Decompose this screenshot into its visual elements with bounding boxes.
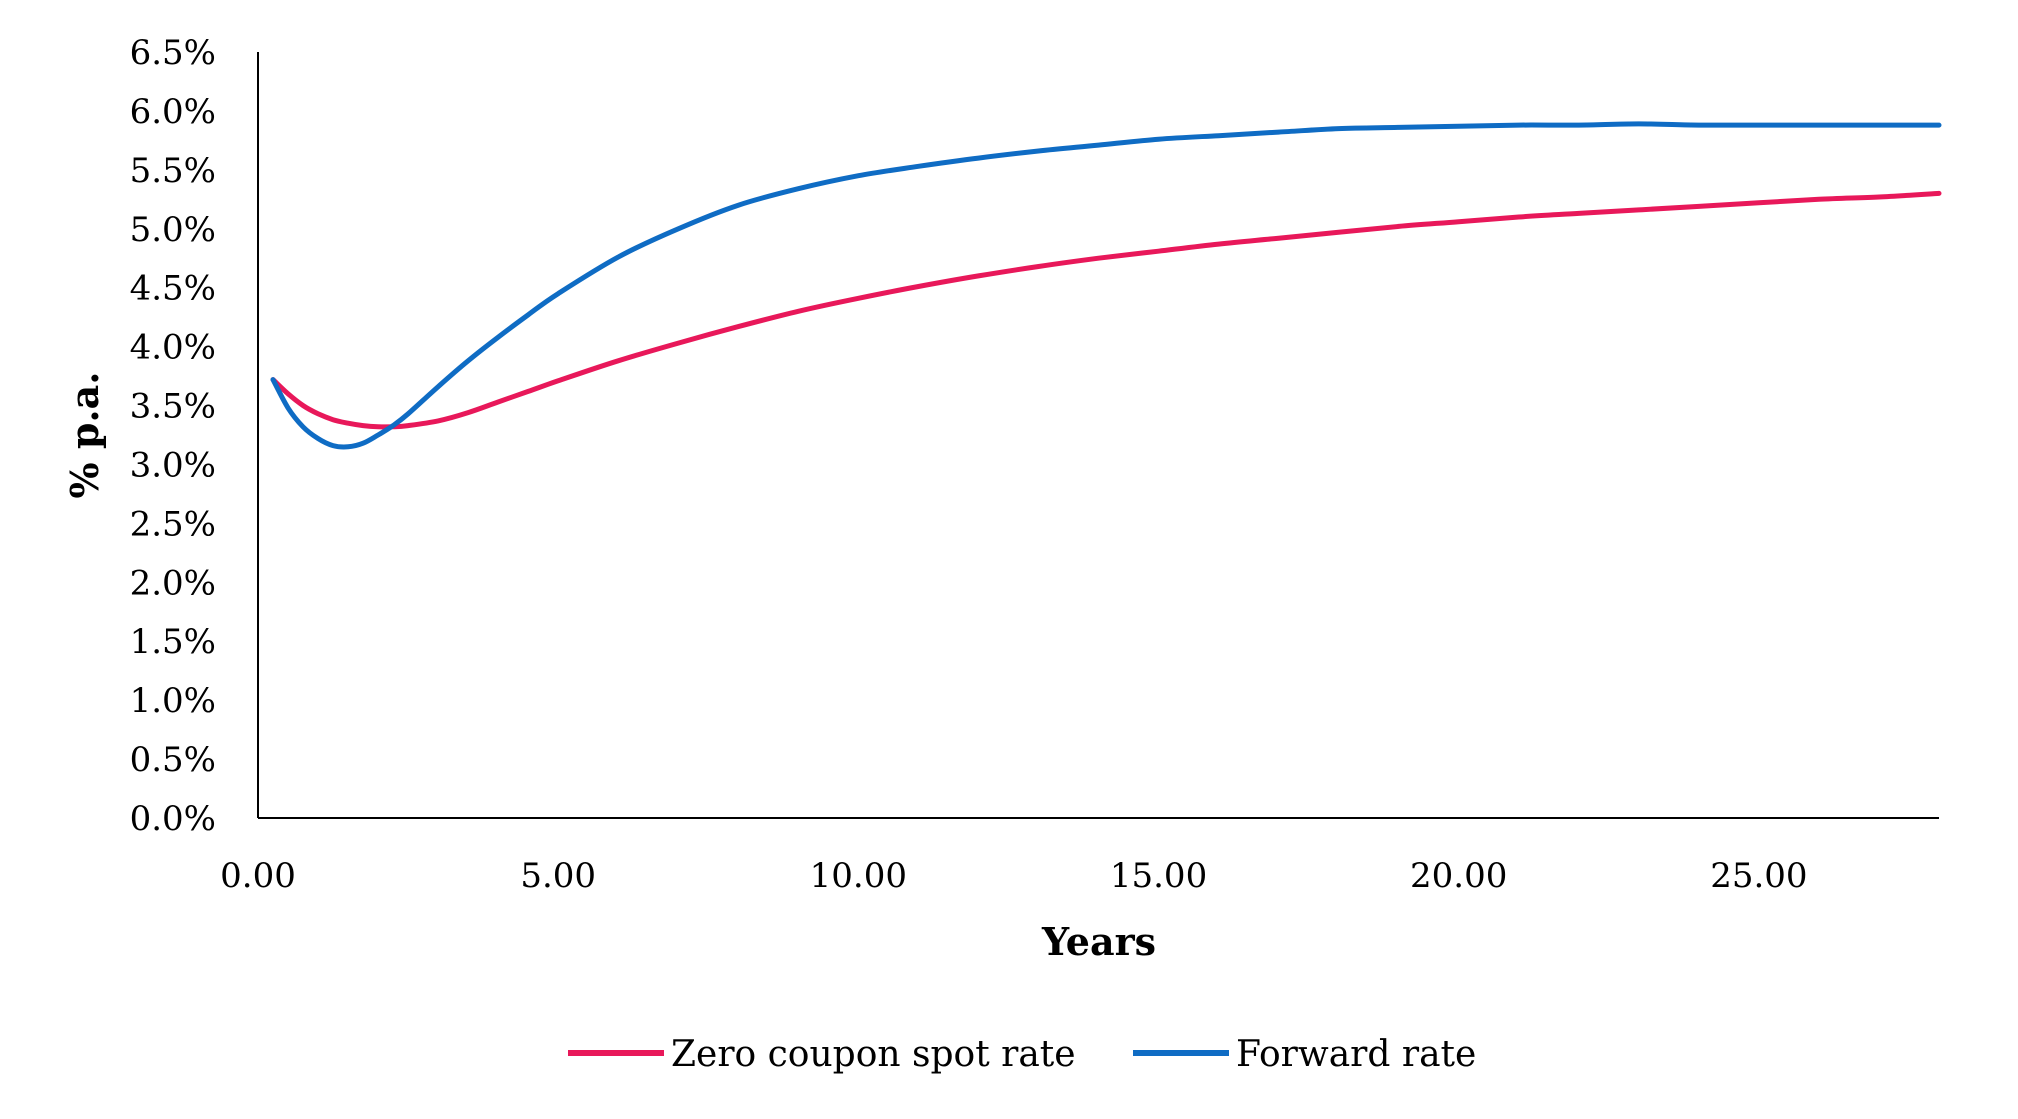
legend-label-forward-rate: Forward rate: [1236, 1034, 1476, 1075]
y-axis-tick-labels: 0.0% 0.5% 1.0% 1.5% 2.0% 2.5% 3.0% 3.5% 4.0% 4.5%…: [130, 33, 216, 839]
y-tick-label: 6.0%: [130, 92, 216, 132]
y-tick-label: 6.5%: [130, 33, 216, 73]
x-axis-title: Years: [1041, 919, 1156, 964]
y-tick-label: 2.5%: [130, 504, 216, 544]
x-tick-label: 5.00: [520, 856, 596, 896]
y-tick-label: 5.5%: [130, 151, 216, 191]
y-tick-label: 2.0%: [130, 563, 216, 603]
y-tick-label: 1.0%: [130, 681, 216, 721]
x-tick-label: 20.00: [1410, 856, 1507, 896]
x-tick-label: 15.00: [1110, 856, 1207, 896]
y-tick-label: 0.5%: [130, 740, 216, 780]
series-lines: [270, 121, 1942, 450]
legend-label-zero-coupon-spot-rate: Zero coupon spot rate: [671, 1034, 1076, 1075]
chart-legend: Zero coupon spot rate Forward rate: [568, 1034, 1476, 1075]
x-tick-label: 0.00: [220, 856, 296, 896]
y-tick-label: 1.5%: [130, 622, 216, 662]
y-tick-label: 3.0%: [130, 445, 216, 485]
x-tick-label: 25.00: [1710, 856, 1807, 896]
x-axis-tick-labels: 0.00 5.00 10.00 15.00 20.00 25.00: [220, 856, 1807, 896]
y-axis-title: % p.a.: [62, 372, 107, 499]
series-line-zero-coupon-spot-rate: [270, 190, 1942, 430]
y-tick-label: 4.0%: [130, 328, 216, 368]
y-tick-label: 5.0%: [130, 210, 216, 250]
y-tick-label: 0.0%: [130, 799, 216, 839]
y-tick-label: 4.5%: [130, 269, 216, 309]
y-tick-label: 3.5%: [130, 387, 216, 427]
series-line-forward-rate: [270, 121, 1942, 450]
x-tick-label: 10.00: [810, 856, 907, 896]
